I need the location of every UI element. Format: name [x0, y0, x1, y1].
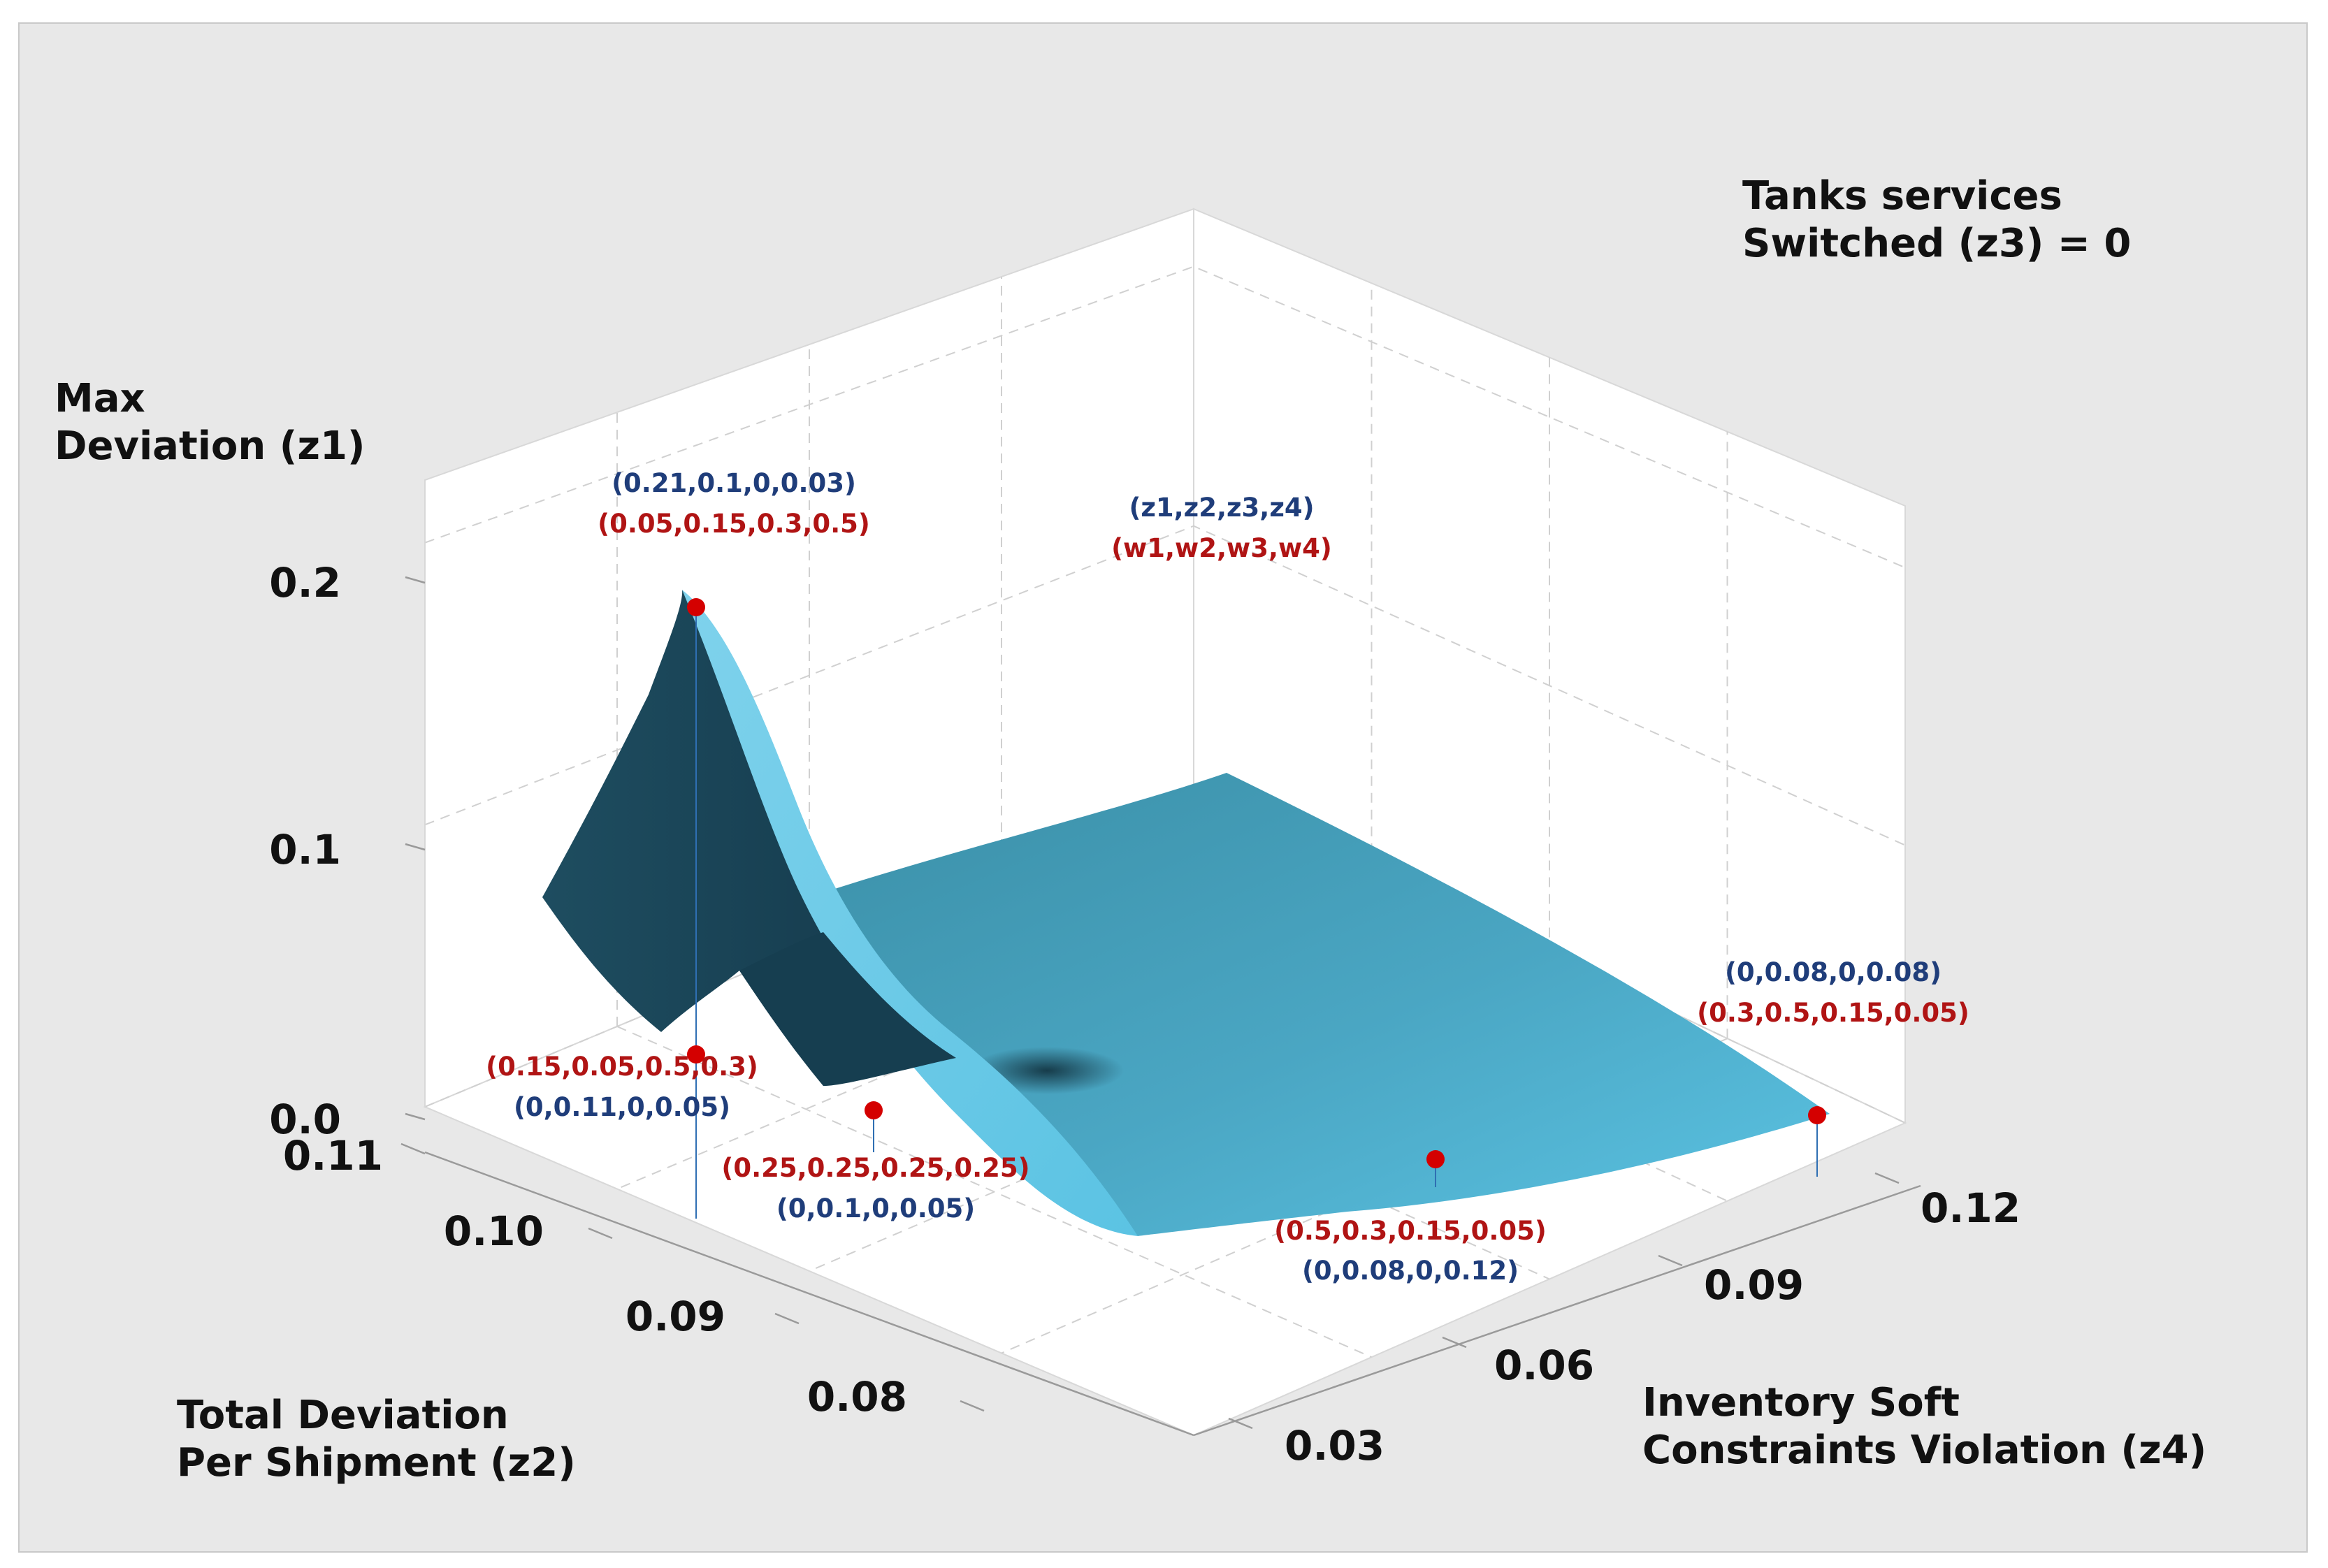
- data-point-weights-label: (0.5,0.3,0.15,0.05): [1274, 1216, 1547, 1246]
- z2-axis-tick-label: 0.11: [283, 1132, 383, 1179]
- z2-axis-tick: [400, 1142, 426, 1155]
- z4-axis-tick-label: 0.09: [1704, 1261, 1804, 1309]
- chart-title: Switched (z3) = 0: [1742, 221, 2131, 266]
- z-axis-tick: [405, 576, 426, 584]
- legend-objectives: (z1,z2,z3,z4): [1129, 493, 1314, 523]
- data-point-marker: [687, 1045, 705, 1064]
- z2-axis-title: Per Shipment (z2): [177, 1440, 576, 1486]
- z2-axis-tick: [960, 1400, 985, 1412]
- grid-line: [424, 266, 1906, 569]
- z4-axis-tick: [1442, 1336, 1467, 1349]
- axis-line-z4: [1193, 1184, 1921, 1437]
- data-point-objectives-label: (0,0.1,0,0.05): [776, 1193, 975, 1224]
- surface-fold: [739, 932, 956, 1086]
- z2-axis-title: Total Deviation: [177, 1393, 509, 1438]
- z-axis-tick: [405, 843, 426, 851]
- z1-axis-title: Max: [55, 376, 145, 421]
- data-point-marker: [1808, 1106, 1826, 1124]
- z4-axis-tick: [1228, 1417, 1253, 1430]
- z2-axis-tick-label: 0.08: [807, 1373, 907, 1421]
- z4-axis-tick-label: 0.03: [1285, 1422, 1384, 1469]
- z2-axis-tick: [588, 1227, 613, 1240]
- z-axis-tick: [405, 1112, 426, 1121]
- z4-axis-tick-label: 0.06: [1494, 1342, 1594, 1389]
- surface-chart: 0.0 0.1 0.2 0.11 0.10 0.09 0.08 0.03 0.06 0.09 0.1…: [55, 173, 2206, 1486]
- data-point-objectives-label: (0,0.11,0,0.05): [514, 1092, 730, 1122]
- z4-axis-title: Inventory Soft: [1642, 1380, 1960, 1425]
- z1-axis-title: Deviation (z1): [55, 423, 366, 469]
- data-point-objectives-label: (0,0.08,0,0.08): [1725, 957, 1942, 987]
- z4-axis-tick: [1874, 1172, 1900, 1184]
- chart-frame: 0.0 0.1 0.2 0.11 0.10 0.09 0.08 0.03 0.06 0.09 0.1…: [18, 22, 2308, 1553]
- z-axis-tick-label: 0.1: [269, 826, 341, 873]
- chart-title: Tanks services: [1742, 173, 2062, 219]
- data-point-marker: [1426, 1150, 1445, 1168]
- data-point-marker: [865, 1101, 883, 1119]
- legend-weights: (w1,w2,w3,w4): [1111, 533, 1332, 563]
- z-axis-tick-label: 0.0: [269, 1096, 341, 1143]
- data-point-marker: [687, 598, 705, 616]
- data-point-weights-label: (0.25,0.25,0.25,0.25): [721, 1153, 1029, 1183]
- data-point-weights-label: (0.05,0.15,0.3,0.5): [598, 509, 870, 539]
- axis-line-z2: [424, 1151, 1194, 1437]
- data-point-objectives-label: (0.21,0.1,0,0.03): [612, 468, 856, 498]
- z4-axis-title: Constraints Violation (z4): [1642, 1428, 2206, 1473]
- data-point-weights-label: (0.3,0.5,0.15,0.05): [1697, 998, 1969, 1028]
- z2-axis-tick-label: 0.09: [626, 1293, 725, 1340]
- z-axis-tick-label: 0.2: [269, 559, 341, 607]
- z4-axis-tick: [1658, 1254, 1683, 1267]
- surface-peak-ridge: [682, 590, 1138, 1236]
- data-point-objectives-label: (0,0.08,0,0.12): [1302, 1256, 1519, 1286]
- data-point-weights-label: (0.15,0.05,0.5,0.3): [486, 1052, 758, 1082]
- z2-axis-tick: [774, 1312, 800, 1325]
- z4-axis-tick-label: 0.12: [1921, 1184, 2020, 1232]
- z2-axis-tick-label: 0.10: [444, 1207, 544, 1255]
